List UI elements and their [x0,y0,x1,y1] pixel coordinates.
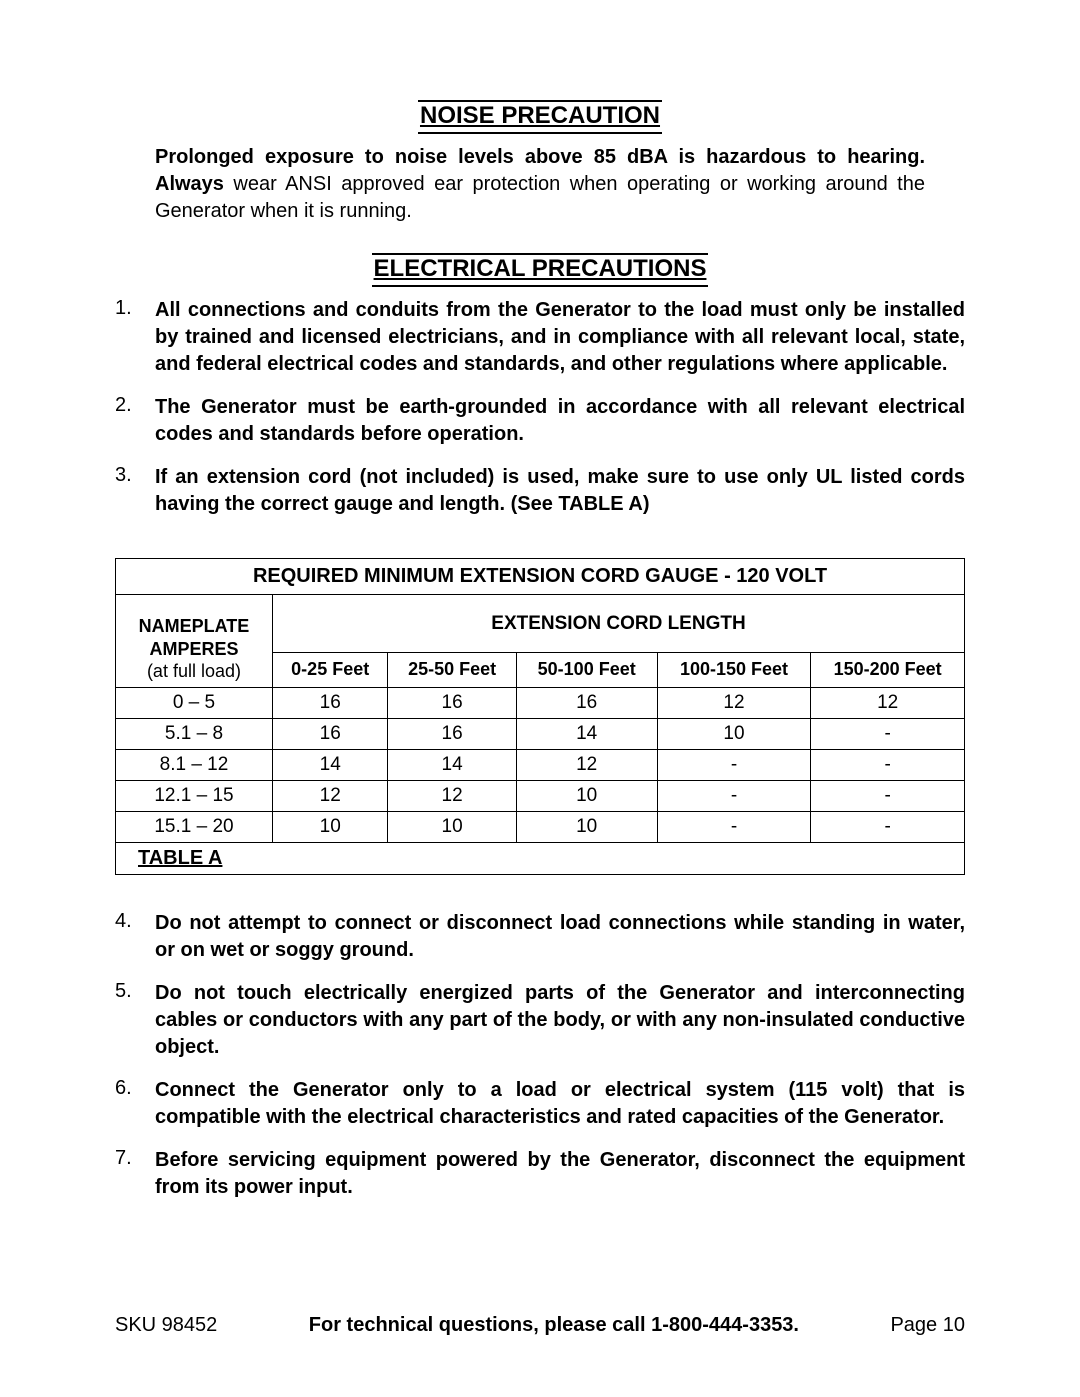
val-cell: 10 [388,811,516,842]
list-item: 4. Do not attempt to connect or disconne… [115,910,965,964]
footer-phone: For technical questions, please call 1-8… [309,1314,799,1337]
list-item: 7. Before servicing equipment powered by… [115,1147,965,1201]
val-cell: 16 [516,687,657,718]
table-row: 8.1 – 12 14 14 12 - - [116,749,965,780]
list-num: 5. [115,980,155,1061]
table-title-row: REQUIRED MINIMUM EXTENSION CORD GAUGE - … [116,559,965,595]
table-title: REQUIRED MINIMUM EXTENSION CORD GAUGE - … [116,559,965,595]
extension-cord-table: REQUIRED MINIMUM EXTENSION CORD GAUGE - … [115,558,965,875]
val-cell: 16 [272,687,388,718]
list-text: All connections and conduits from the Ge… [155,297,965,378]
val-cell: 14 [516,718,657,749]
list-text: Do not attempt to connect or disconnect … [155,910,965,964]
val-cell: 14 [388,749,516,780]
val-cell: 14 [272,749,388,780]
list-item: 6. Connect the Generator only to a load … [115,1077,965,1131]
list-item: 2. The Generator must be earth-grounded … [115,394,965,448]
col-1: 25-50 Feet [388,653,516,687]
electrical-list-bottom: 4. Do not attempt to connect or disconne… [115,910,965,1201]
col-0: 0-25 Feet [272,653,388,687]
val-cell: 16 [388,687,516,718]
amp-cell: 15.1 – 20 [116,811,273,842]
val-cell: 10 [516,780,657,811]
val-cell: 12 [388,780,516,811]
val-cell: - [811,780,965,811]
val-cell: 16 [272,718,388,749]
electrical-list-top: 1. All connections and conduits from the… [115,297,965,518]
noise-rest: wear ANSI approved ear protection when o… [155,173,925,222]
footer-sku: SKU 98452 [115,1314,217,1337]
val-cell: 10 [657,718,811,749]
list-text: If an extension cord (not included) is u… [155,464,965,518]
val-cell: 12 [811,687,965,718]
table-row: 5.1 – 8 16 16 14 10 - [116,718,965,749]
list-num: 3. [115,464,155,518]
noise-paragraph: Prolonged exposure to noise levels above… [115,144,965,225]
val-cell: 12 [657,687,811,718]
amp-cell: 5.1 – 8 [116,718,273,749]
list-text: The Generator must be earth-grounded in … [155,394,965,448]
val-cell: 10 [272,811,388,842]
amperes-header: NAMEPLATE AMPERES (at full load) [116,595,273,688]
table-row: 15.1 – 20 10 10 10 - - [116,811,965,842]
list-num: 7. [115,1147,155,1201]
table-row: 0 – 5 16 16 16 12 12 [116,687,965,718]
val-cell: - [657,749,811,780]
list-num: 1. [115,297,155,378]
val-cell: 12 [272,780,388,811]
list-num: 4. [115,910,155,964]
amperes-line2: AMPERES [149,639,238,659]
val-cell: 12 [516,749,657,780]
val-cell: 16 [388,718,516,749]
list-item: 5. Do not touch electrically energized p… [115,980,965,1061]
amperes-sub: (at full load) [147,661,241,681]
electrical-heading-text: ELECTRICAL PRECAUTIONS [372,253,709,287]
footer-page: Page 10 [890,1314,965,1337]
val-cell: - [657,811,811,842]
electrical-heading: ELECTRICAL PRECAUTIONS [115,253,965,287]
list-text: Before servicing equipment powered by th… [155,1147,965,1201]
col-2: 50-100 Feet [516,653,657,687]
list-item: 1. All connections and conduits from the… [115,297,965,378]
col-3: 100-150 Feet [657,653,811,687]
amperes-line1: NAMEPLATE [139,616,250,636]
list-text: Do not touch electrically energized part… [155,980,965,1061]
val-cell: - [811,718,965,749]
list-item: 3. If an extension cord (not included) i… [115,464,965,518]
list-text: Connect the Generator only to a load or … [155,1077,965,1131]
amp-cell: 12.1 – 15 [116,780,273,811]
page-footer: SKU 98452 For technical questions, pleas… [115,1314,965,1337]
amp-cell: 8.1 – 12 [116,749,273,780]
amp-cell: 0 – 5 [116,687,273,718]
length-header: EXTENSION CORD LENGTH [272,595,964,653]
table-label: TABLE A [116,842,965,874]
noise-heading: NOISE PRECAUTION [115,100,965,134]
col-4: 150-200 Feet [811,653,965,687]
noise-heading-text: NOISE PRECAUTION [418,100,662,134]
val-cell: 10 [516,811,657,842]
table-a-wrap: REQUIRED MINIMUM EXTENSION CORD GAUGE - … [115,558,965,875]
val-cell: - [811,811,965,842]
page: NOISE PRECAUTION Prolonged exposure to n… [0,0,1080,1397]
table-row: 12.1 – 15 12 12 10 - - [116,780,965,811]
list-num: 6. [115,1077,155,1131]
val-cell: - [811,749,965,780]
table-header-row-1: NAMEPLATE AMPERES (at full load) EXTENSI… [116,595,965,653]
val-cell: - [657,780,811,811]
table-label-row: TABLE A [116,842,965,874]
list-num: 2. [115,394,155,448]
